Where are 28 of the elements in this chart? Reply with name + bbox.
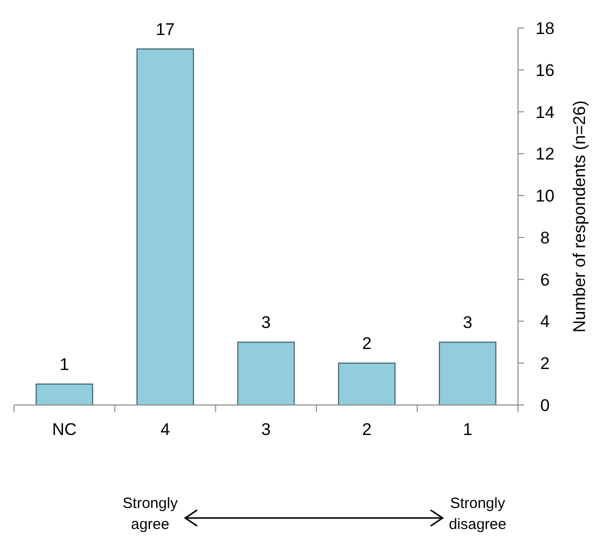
x-tick-label: 2	[362, 420, 372, 439]
x-tick-label: 3	[261, 420, 271, 439]
data-label: 3	[462, 313, 472, 332]
bar	[237, 342, 295, 406]
x-tick-label: 1	[462, 420, 472, 439]
x-tick-label: NC	[52, 420, 77, 439]
text: Strongly disagree	[448, 495, 506, 533]
y-tick-label: 0	[540, 396, 550, 415]
bar	[438, 342, 496, 406]
data-label: 2	[362, 334, 372, 354]
x-tick-label: 4	[160, 420, 170, 439]
y-tick-label: 12	[536, 144, 554, 164]
y-tick-label: 4	[540, 312, 550, 332]
y-tick-label: 14	[536, 102, 554, 122]
bar	[136, 48, 194, 406]
y-tick-label: 10	[536, 186, 554, 206]
y-tick-label: 18	[536, 19, 554, 38]
bar	[338, 362, 396, 406]
y-axis-title: Number of respondents (n=26)	[570, 100, 589, 332]
data-label: 3	[261, 313, 271, 332]
data-label: 17	[156, 20, 175, 39]
bar	[36, 384, 94, 406]
text: Strongly agree	[122, 495, 178, 533]
y-tick-label: 2	[540, 354, 550, 374]
y-tick-label: 16	[536, 60, 554, 80]
y-tick-label: 6	[540, 270, 550, 290]
data-label: 1	[60, 355, 70, 374]
y-tick-label: 8	[540, 228, 550, 248]
